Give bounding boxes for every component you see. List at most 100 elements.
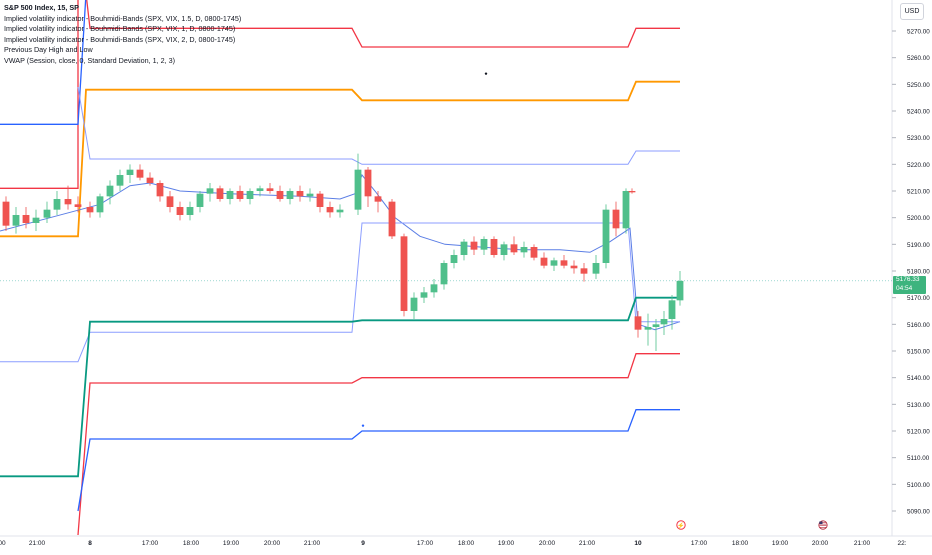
price-tick-label: 5270.00	[907, 29, 930, 36]
bar-countdown: 04:54	[896, 284, 913, 292]
price-tick-label: 5120.00	[907, 429, 930, 436]
candles	[2, 153, 684, 351]
candle-body	[628, 191, 636, 193]
candle-body	[540, 257, 548, 266]
candle-body	[266, 188, 274, 191]
candle-body	[166, 196, 174, 207]
candle-body	[43, 209, 51, 218]
candle-body	[612, 209, 620, 229]
price-tick-label: 5160.00	[907, 322, 930, 329]
candle-body	[2, 201, 10, 226]
candle-body	[326, 207, 334, 213]
candle-body	[622, 191, 630, 229]
candle-body	[652, 324, 660, 327]
time-label: 10	[634, 540, 642, 547]
candle-body	[286, 191, 294, 199]
price-tick-label: 5100.00	[907, 482, 930, 489]
candle-body	[296, 191, 304, 197]
indicator-legend: S&P 500 Index, 15, SP Implied volatility…	[4, 3, 241, 66]
price-tick-label: 5180.00	[907, 269, 930, 276]
candle-body	[410, 297, 418, 311]
time-label: 19:00	[498, 540, 515, 547]
candle-body	[336, 209, 344, 213]
candle-body	[560, 260, 568, 266]
last-price-tag: 5176.33 04:54	[893, 276, 926, 294]
candle-body	[520, 247, 528, 253]
price-axis: 5270.00 5260.00 5250.00 5240.00 5230.00 5220.…	[892, 29, 930, 516]
time-label: 21:00	[29, 540, 46, 547]
price-tick-label: 5110.00	[907, 455, 930, 462]
candle-body	[354, 169, 362, 210]
band-red-upper	[0, 0, 680, 189]
candle-body	[570, 265, 578, 269]
candle-body	[32, 217, 40, 223]
candle-body	[176, 207, 184, 215]
candle-body	[22, 215, 30, 223]
price-tick-label: 5190.00	[907, 242, 930, 249]
indicator-bands-1-5[interactable]: Implied volatility indicator - Bouhmidi-…	[4, 13, 242, 23]
candle-body	[156, 183, 164, 197]
symbol-title[interactable]: S&P 500 Index, 15, SP	[4, 3, 79, 12]
band-orange-upper	[0, 80, 680, 238]
time-label: 17:00	[142, 540, 159, 547]
candle-body	[246, 191, 254, 199]
indicator-vwap[interactable]: VWAP (Session, close, 0, Standard Deviat…	[4, 55, 175, 65]
candle-body	[400, 236, 408, 311]
price-tick-label: 5230.00	[907, 135, 930, 142]
dot-blue	[361, 424, 365, 427]
price-tick-label: 5240.00	[907, 109, 930, 116]
candle-body	[592, 263, 600, 274]
time-label: 00	[0, 540, 6, 547]
candle-body	[186, 207, 194, 215]
band-red-lower	[77, 353, 680, 536]
indicator-bands-2[interactable]: Implied volatility indicator - Bouhmidi-…	[4, 34, 236, 44]
last-price-value: 5176.33	[896, 276, 920, 283]
candle-body	[374, 196, 382, 202]
candle-body	[206, 188, 214, 194]
time-label: 19:00	[772, 540, 789, 547]
candle-body	[226, 191, 234, 199]
candle-body	[550, 260, 558, 266]
time-label: 21:00	[579, 540, 596, 547]
price-tick-label: 5260.00	[907, 55, 930, 62]
candle-body	[216, 188, 224, 199]
candle-body	[276, 191, 284, 199]
band-blue-lower	[77, 409, 680, 512]
indicator-prev-day[interactable]: Previous Day High and Low	[4, 45, 93, 54]
candle-body	[460, 241, 468, 255]
candle-body	[450, 255, 458, 263]
us-flag-canton	[819, 521, 823, 525]
lightning-icon: ⚡	[677, 522, 684, 530]
candle-body	[668, 300, 676, 319]
candle-body	[106, 185, 114, 197]
price-tick-label: 5140.00	[907, 375, 930, 382]
time-label: 17:00	[417, 540, 434, 547]
price-tick-label: 5130.00	[907, 402, 930, 409]
time-axis: 00 21:00 8 17:00 18:00 19:00 20:00 21:00 9 17:00 1…	[0, 520, 907, 547]
price-tick-label: 5170.00	[907, 295, 930, 302]
candle-body	[146, 177, 154, 183]
price-tick-label: 5200.00	[907, 215, 930, 222]
price-tick-label: 5150.00	[907, 349, 930, 356]
time-label: 17:00	[691, 540, 708, 547]
candle-body	[644, 327, 652, 330]
candle-body	[510, 244, 518, 253]
time-label: 21:00	[854, 540, 871, 547]
event-lightning-icon	[676, 520, 686, 530]
candle-body	[480, 239, 488, 250]
candle-body	[634, 316, 642, 330]
candle-body	[96, 196, 104, 213]
time-label: 18:00	[732, 540, 749, 547]
candle-body	[530, 247, 538, 258]
candle-body	[580, 268, 588, 274]
indicator-bands-1[interactable]: Implied volatility indicator - Bouhmidi-…	[4, 24, 236, 33]
time-label: 9	[361, 540, 365, 547]
candle-body	[64, 199, 72, 205]
time-label: 20:00	[812, 540, 829, 547]
indicator-lines	[0, 0, 681, 536]
currency-button[interactable]: USD	[900, 3, 924, 20]
candle-body	[86, 207, 94, 213]
price-tick-label: 5220.00	[907, 162, 930, 169]
